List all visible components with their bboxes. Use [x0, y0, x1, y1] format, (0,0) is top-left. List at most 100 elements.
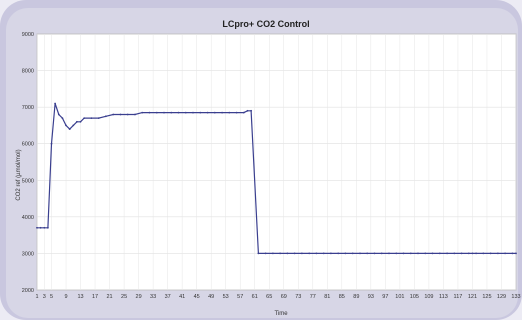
y-tick-label: 3000: [22, 251, 34, 257]
data-point: [199, 111, 202, 114]
x-tick-label: 37: [165, 294, 171, 300]
x-tick-label: 65: [266, 294, 272, 300]
x-tick-labels: 1 3 5 9 13 17 21 25 29 33 37 41 45 49 53 57 61 65 69 73 77 81…: [35, 294, 520, 300]
x-tick-label: 61: [252, 294, 258, 300]
x-tick-label: 81: [324, 294, 330, 300]
x-tick-label: 45: [194, 294, 200, 300]
data-point: [192, 111, 194, 114]
data-point: [184, 111, 187, 114]
data-point: [36, 226, 38, 229]
y-tick-label: 2000: [22, 288, 34, 294]
data-point: [47, 226, 49, 229]
data-point: [337, 252, 340, 255]
plot-area: [36, 33, 517, 291]
data-point: [293, 252, 296, 255]
data-point: [228, 111, 231, 114]
y-tick-label: 5000: [22, 178, 34, 184]
data-point: [395, 252, 398, 255]
x-tick-label: 41: [179, 294, 185, 300]
data-point: [366, 252, 369, 255]
data-point: [515, 252, 517, 255]
x-tick-label: 101: [395, 294, 404, 300]
x-tick-label: 93: [368, 294, 374, 300]
data-point: [424, 252, 427, 255]
y-tick-label: 6000: [22, 142, 34, 148]
data-point: [475, 252, 477, 255]
data-point: [43, 226, 46, 229]
data-point: [409, 252, 412, 255]
x-tick-label: 129: [497, 294, 506, 300]
y-tick-label: 4000: [22, 215, 34, 221]
data-point: [250, 109, 253, 112]
data-point: [511, 252, 514, 255]
x-tick-label: 125: [482, 294, 491, 300]
data-point: [308, 252, 311, 255]
x-tick-label: 13: [77, 294, 83, 300]
data-point: [163, 111, 165, 114]
data-point: [235, 111, 238, 114]
x-tick-label: 121: [468, 294, 477, 300]
series-line: [36, 102, 517, 255]
data-point: [438, 252, 441, 255]
data-point: [446, 252, 448, 255]
x-tick-label: 33: [150, 294, 156, 300]
x-tick-label: 17: [92, 294, 98, 300]
x-tick-label: 53: [223, 294, 229, 300]
data-point: [112, 113, 115, 116]
x-tick-label: 77: [310, 294, 316, 300]
data-point: [126, 113, 129, 116]
x-axis-label: Time: [274, 311, 288, 317]
data-point: [344, 252, 347, 255]
data-point: [246, 109, 249, 112]
data-point: [57, 113, 60, 116]
x-tick-label: 25: [121, 294, 127, 300]
data-point: [264, 252, 267, 255]
data-point: [330, 252, 332, 255]
x-tick-label: 133: [511, 294, 520, 300]
data-point: [482, 252, 485, 255]
data-point: [39, 226, 42, 229]
data-point: [141, 111, 144, 114]
y-tick-labels: 2000 3000 4000 5000 6000 7000 8000 9000: [22, 32, 34, 294]
x-tick-label: 113: [439, 294, 448, 300]
y-tick-label: 7000: [22, 105, 34, 111]
x-tick-label: 57: [237, 294, 243, 300]
x-tick-label: 69: [281, 294, 287, 300]
data-point: [65, 124, 67, 127]
data-point: [388, 252, 390, 255]
data-point: [286, 252, 289, 255]
data-point: [83, 117, 86, 119]
data-point: [170, 111, 173, 114]
y-tick-label: 9000: [22, 32, 34, 38]
x-tick-label: 3: [43, 294, 46, 300]
data-point: [119, 113, 122, 116]
data-point: [97, 117, 100, 119]
y-axis-label: CO2 ref (µmol/mol): [16, 149, 22, 200]
x-tick-label: 49: [208, 294, 214, 300]
data-point: [453, 252, 456, 255]
data-point: [272, 252, 274, 255]
data-point: [213, 111, 216, 114]
data-point: [72, 124, 75, 127]
x-tick-label: 97: [382, 294, 388, 300]
data-point: [431, 252, 434, 255]
data-point: [50, 142, 53, 145]
data-point: [54, 102, 56, 105]
data-point: [497, 252, 499, 255]
y-tick-label: 8000: [22, 69, 34, 75]
x-tick-label: 21: [107, 294, 113, 300]
x-tick-label: 29: [136, 294, 142, 300]
data-point: [177, 111, 180, 114]
data-point: [90, 117, 93, 119]
x-tick-label: 9: [64, 294, 67, 300]
data-point: [380, 252, 383, 255]
x-tick-label: 117: [454, 294, 463, 300]
data-point: [105, 115, 107, 118]
x-tick-label: 1: [35, 294, 38, 300]
data-point: [359, 252, 361, 255]
data-point: [148, 111, 151, 114]
data-point: [373, 252, 376, 255]
data-point: [417, 252, 419, 255]
